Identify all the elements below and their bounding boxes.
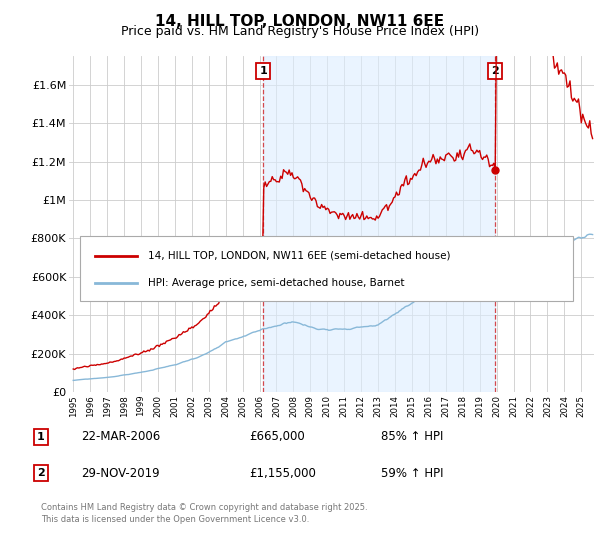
Text: 14, HILL TOP, LONDON, NW11 6EE: 14, HILL TOP, LONDON, NW11 6EE [155, 14, 445, 29]
Bar [263, 56, 495, 392]
Text: 1: 1 [259, 66, 267, 76]
Text: 2: 2 [37, 468, 44, 478]
Text: 59% ↑ HPI: 59% ↑ HPI [381, 466, 443, 480]
Text: £1,155,000: £1,155,000 [249, 466, 316, 480]
Text: Price paid vs. HM Land Registry's House Price Index (HPI): Price paid vs. HM Land Registry's House … [121, 25, 479, 38]
Text: 14, HILL TOP, LONDON, NW11 6EE (semi-detached house): 14, HILL TOP, LONDON, NW11 6EE (semi-det… [148, 250, 450, 260]
Text: This data is licensed under the Open Government Licence v3.0.: This data is licensed under the Open Gov… [41, 515, 309, 524]
Text: 2: 2 [491, 66, 499, 76]
Text: HPI: Average price, semi-detached house, Barnet: HPI: Average price, semi-detached house,… [148, 278, 404, 288]
Text: 29-NOV-2019: 29-NOV-2019 [81, 466, 160, 480]
Text: £665,000: £665,000 [249, 430, 305, 444]
FancyBboxPatch shape [79, 236, 573, 301]
Text: Contains HM Land Registry data © Crown copyright and database right 2025.: Contains HM Land Registry data © Crown c… [41, 503, 367, 512]
Text: 22-MAR-2006: 22-MAR-2006 [81, 430, 160, 444]
Text: 1: 1 [37, 432, 44, 442]
Text: 85% ↑ HPI: 85% ↑ HPI [381, 430, 443, 444]
